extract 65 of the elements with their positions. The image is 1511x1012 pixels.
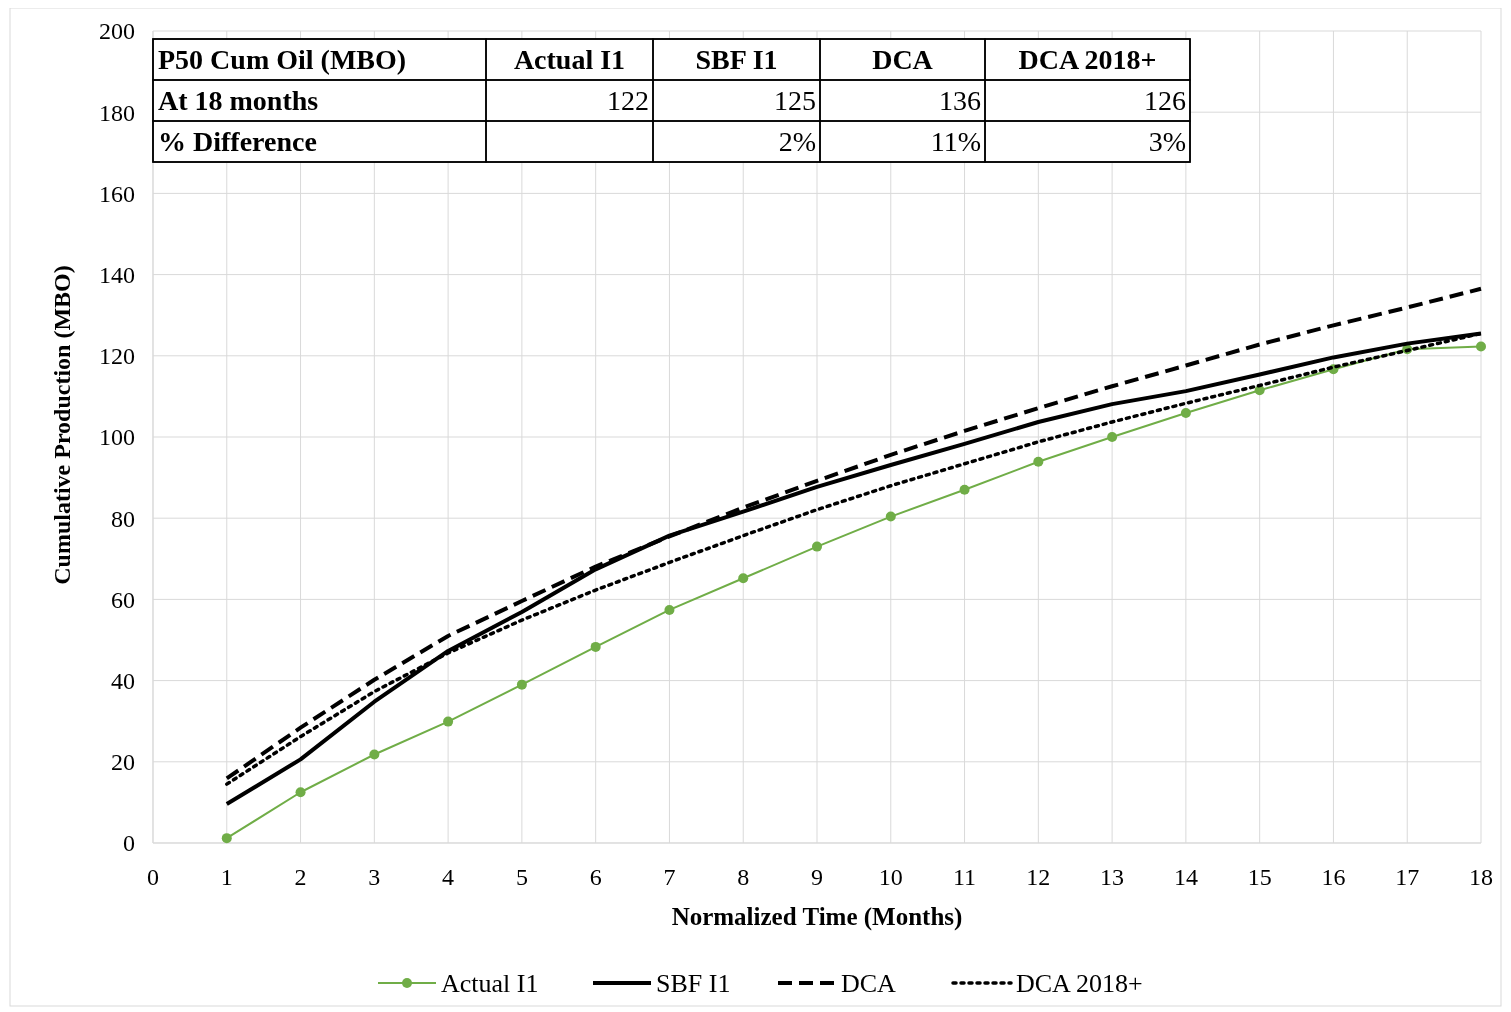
point (959, 484, 970, 495)
legend-label: SBF I1 (656, 969, 731, 999)
y-tick-label: 20 (111, 749, 135, 776)
point (369, 749, 380, 760)
x-tick-label: 4 (442, 864, 455, 890)
annotation: DCA (872, 44, 934, 76)
x-tick-label: 6 (589, 864, 602, 890)
legend-label: DCA (841, 969, 897, 999)
annotation: 125 (774, 85, 816, 117)
x-tick-label: 3 (368, 864, 381, 890)
point (664, 604, 675, 615)
annotation: 122 (607, 85, 649, 117)
x-tick-label: 12 (1026, 864, 1051, 890)
annotation: 126 (1144, 85, 1186, 117)
legend-label: DCA 2018+ (1016, 969, 1143, 999)
point (812, 541, 822, 552)
x-tick-label: 2 (294, 864, 307, 890)
y-tick-label: 0 (123, 830, 135, 857)
legend-label: Actual I1 (441, 969, 539, 999)
y-tick-label: 40 (111, 668, 135, 694)
x-tick-label: 14 (1173, 864, 1198, 890)
y-tick-label: 200 (99, 18, 135, 45)
annotation: SBF I1 (695, 44, 778, 76)
x-tick-label: 1 (220, 864, 233, 890)
y-axis-title: Cumulative Production (MBO) (49, 265, 75, 585)
x-tick-label: 17 (1395, 864, 1420, 890)
annotation: % Difference (158, 126, 317, 158)
x-tick-label: 5 (515, 864, 528, 890)
point (516, 679, 527, 690)
x-tick-label: 7 (663, 864, 676, 890)
y-tick-label: 180 (99, 99, 135, 126)
y-tick-label: 80 (111, 505, 135, 532)
annotation: 136 (939, 85, 981, 117)
y-tick-label: 160 (99, 180, 135, 207)
annotation: 2% (778, 126, 816, 158)
x-tick-label: 9 (811, 864, 823, 890)
y-tick-label: 60 (111, 586, 135, 613)
y-tick-label: 140 (99, 262, 135, 288)
point (221, 833, 232, 844)
annotation: 3% (1148, 126, 1186, 158)
annotation: DCA 2018+ (1018, 44, 1157, 76)
x-tick-label: 0 (147, 864, 159, 890)
y-tick-label: 100 (99, 424, 135, 451)
point (1180, 408, 1191, 419)
point (295, 787, 306, 798)
x-axis-title: Normalized Time (Months) (671, 903, 963, 931)
y-tick-label: 120 (99, 343, 135, 370)
point (1033, 456, 1044, 467)
point (443, 716, 454, 727)
point (738, 573, 749, 584)
annotation: P50 Cum Oil (MBO) (158, 44, 407, 76)
x-tick-label: 15 (1247, 864, 1272, 890)
x-tick-label: 11 (953, 864, 977, 890)
x-tick-label: 10 (878, 864, 903, 890)
point (1476, 341, 1486, 352)
point (885, 511, 896, 522)
annotation: At 18 months (158, 85, 319, 117)
x-tick-label: 16 (1321, 864, 1346, 890)
x-tick-label: 18 (1469, 864, 1493, 890)
annotation: 11% (930, 126, 981, 158)
point (590, 641, 601, 652)
point (1107, 432, 1118, 442)
x-tick-label: 13 (1100, 864, 1125, 890)
x-tick-label: 8 (737, 864, 750, 890)
annotation: Actual I1 (513, 44, 626, 76)
